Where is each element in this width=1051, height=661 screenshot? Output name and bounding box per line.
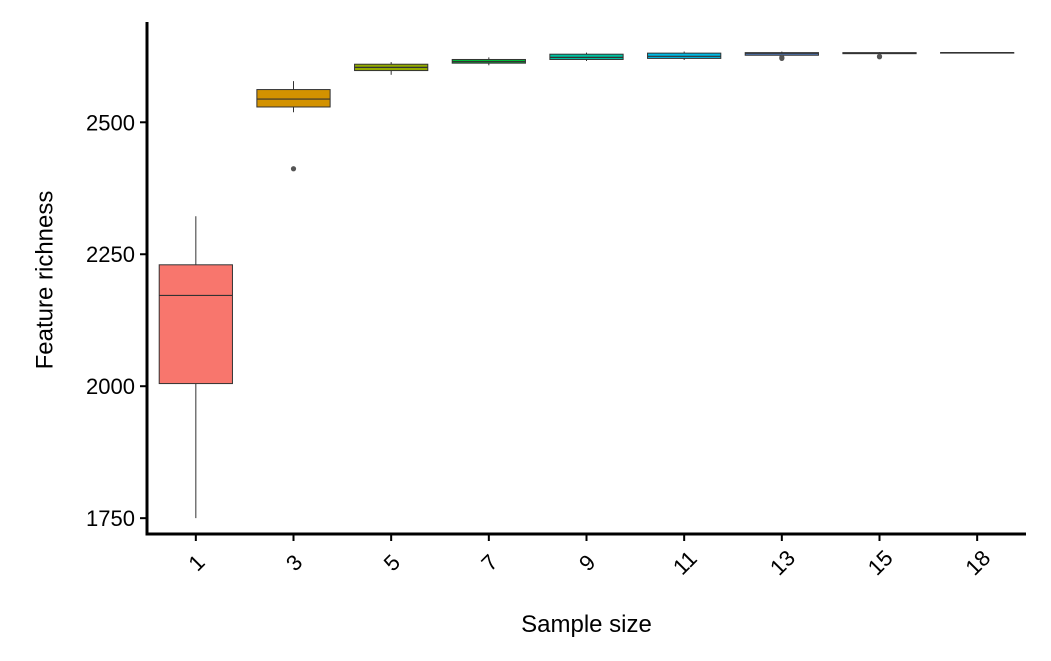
y-axis-ticks: 1750 2000 2250 2500 <box>86 110 147 531</box>
outlier-point <box>779 54 785 60</box>
box-group <box>549 52 624 62</box>
box-group <box>744 51 819 62</box>
x-tick-label: 18 <box>960 545 995 580</box>
y-tick-label: 2000 <box>86 374 135 399</box>
box-body <box>256 89 331 108</box>
plot-area <box>158 51 1015 519</box>
outlier-point <box>290 166 297 172</box>
box-group <box>256 81 331 172</box>
x-tick-label: 3 <box>281 550 307 576</box>
x-tick-label: 1 <box>183 550 209 576</box>
x-axis-title: Sample size <box>521 611 652 638</box>
box-group <box>842 52 917 60</box>
y-tick-label: 1750 <box>86 506 135 531</box>
x-tick-label: 9 <box>574 550 600 576</box>
box-group <box>354 62 429 75</box>
box-group <box>158 216 233 519</box>
box-group <box>647 51 722 61</box>
x-tick-label: 11 <box>668 546 702 580</box>
x-axis-ticks: 1 3 5 7 9 11 13 15 18 <box>183 534 995 580</box>
x-tick-label: 15 <box>863 545 898 580</box>
y-axis-title: Feature richness <box>31 191 58 370</box>
y-tick-label: 2250 <box>86 242 135 267</box>
x-tick-label: 13 <box>765 545 800 580</box>
x-tick-label: 5 <box>379 550 405 576</box>
box-group <box>451 57 526 66</box>
y-tick-label: 2500 <box>86 110 135 135</box>
box-group <box>940 52 1015 54</box>
box-body <box>158 264 233 385</box>
x-tick-label: 7 <box>476 550 502 576</box>
outlier-point <box>876 53 883 59</box>
